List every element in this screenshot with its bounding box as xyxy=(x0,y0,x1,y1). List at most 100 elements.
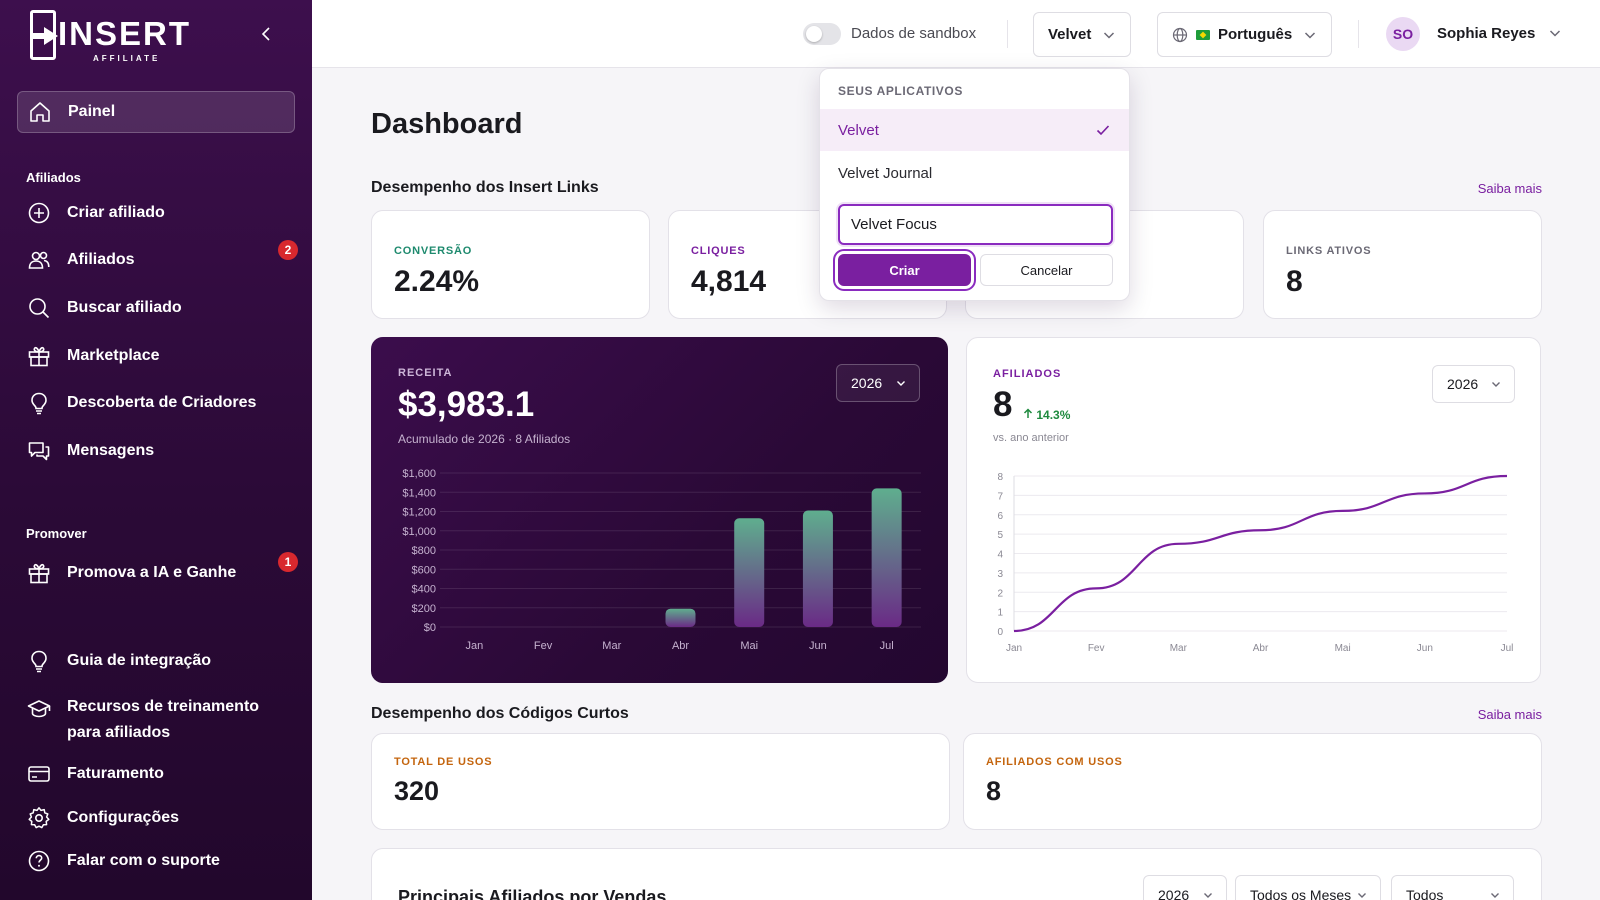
x-tick-label: Fev xyxy=(1088,643,1105,654)
saiba-mais-link[interactable]: Saiba mais xyxy=(1477,707,1542,722)
bar[interactable] xyxy=(802,510,833,627)
kpi-value: 4,814 xyxy=(691,265,767,298)
revenue-year-select[interactable]: 2026 xyxy=(836,364,920,402)
language-select[interactable]: Português xyxy=(1157,12,1332,57)
x-tick-label: Jan xyxy=(1006,643,1022,654)
kpi-card-afiliados-usos: AFILIADOS COM USOS 8 xyxy=(963,733,1542,830)
x-tick-label: Abr xyxy=(672,640,689,652)
toggle-knob xyxy=(806,26,822,42)
chevron-down-icon xyxy=(1358,893,1366,898)
year-value: 2026 xyxy=(851,375,883,391)
help-circle-icon xyxy=(28,850,50,872)
logo-sub: AFFILIATE xyxy=(93,54,161,63)
promover-badge: 1 xyxy=(278,552,298,572)
sidebar-item-label: Painel xyxy=(68,103,116,120)
dropdown-item-label: Velvet Journal xyxy=(838,164,933,182)
y-tick-label: 6 xyxy=(997,511,1003,522)
bar[interactable] xyxy=(871,488,902,627)
gift-icon xyxy=(28,563,50,584)
sidebar-item-buscar-afiliado[interactable]: Buscar afiliado xyxy=(17,287,295,329)
chevron-down-icon xyxy=(1204,893,1212,898)
kpi-card-links-ativos: LINKS ATIVOS 8 xyxy=(1263,210,1542,319)
sidebar-item-criar-afiliado[interactable]: Criar afiliado xyxy=(17,192,295,234)
sidebar-item-recursos-treinamento[interactable]: Recursos de treinamento para afiliados xyxy=(17,692,295,748)
codes-section-title: Desempenho dos Códigos Curtos xyxy=(371,705,629,722)
sidebar-item-label: Configurações xyxy=(67,809,180,826)
kpi-label: TOTAL DE USOS xyxy=(394,756,493,768)
top-affiliates-title: Principais Afiliados por Vendas xyxy=(398,887,667,900)
sidebar-item-label: Recursos de treinamento para afiliados xyxy=(67,698,260,741)
sidebar-item-promova-ia[interactable]: Promova a IA e Ganhe xyxy=(17,552,295,594)
insert-affiliate-logo[interactable]: INSERT AFFILIATE xyxy=(30,10,189,63)
sidebar-item-label: Afiliados xyxy=(67,251,135,268)
filter-month-select[interactable]: Todos os Meses xyxy=(1235,875,1381,900)
filter-all-select[interactable]: Todos xyxy=(1391,875,1514,900)
y-tick-label: 2 xyxy=(997,588,1003,599)
new-app-name-input[interactable] xyxy=(838,204,1113,245)
saiba-mais-link[interactable]: Saiba mais xyxy=(1477,181,1542,196)
bar[interactable] xyxy=(734,518,765,627)
chevron-down-icon[interactable] xyxy=(1548,26,1562,40)
sidebar-item-descoberta-de-criadores[interactable]: Descoberta de Criadores xyxy=(17,382,295,424)
sidebar-item-label: Criar afiliado xyxy=(67,204,165,221)
brazil-flag-icon xyxy=(1196,29,1210,40)
filter-value: Todos os Meses xyxy=(1250,887,1352,900)
y-tick-label: 7 xyxy=(997,491,1003,502)
top-header: Dados de sandbox Velvet Português SO Sop… xyxy=(312,0,1600,68)
sidebar-item-label: Falar com o suporte xyxy=(67,852,220,869)
chat-icon xyxy=(28,442,50,461)
x-tick-label: Abr xyxy=(1253,643,1269,654)
sidebar-item-guia-integracao[interactable]: Guia de integração xyxy=(17,640,295,682)
x-tick-label: Mai xyxy=(1335,643,1351,654)
user-name[interactable]: Sophia Reyes xyxy=(1437,25,1536,42)
app-select[interactable]: Velvet xyxy=(1033,12,1131,57)
sidebar-item-afiliados[interactable]: Afiliados xyxy=(17,239,295,281)
logo-arrow-icon xyxy=(30,27,58,45)
create-app-button[interactable]: Criar xyxy=(838,254,971,286)
affiliates-value: 8 xyxy=(993,385,1013,424)
header-divider xyxy=(1007,20,1008,48)
sidebar-item-configuracoes[interactable]: Configurações xyxy=(17,797,295,839)
kpi-label: CONVERSÃO xyxy=(394,245,473,257)
dropdown-item-velvet-journal[interactable]: Velvet Journal xyxy=(820,152,1129,194)
kpi-value: 8 xyxy=(986,776,1002,806)
chevron-down-icon xyxy=(1492,382,1500,387)
x-tick-label: Jul xyxy=(880,640,894,652)
x-tick-label: Jun xyxy=(1417,643,1433,654)
bar[interactable] xyxy=(665,608,696,627)
cancel-button[interactable]: Cancelar xyxy=(980,254,1113,286)
kpi-label: AFILIADOS COM USOS xyxy=(986,756,1123,768)
affiliates-label: AFILIADOS xyxy=(993,368,1062,380)
sidebar-item-painel[interactable]: Painel xyxy=(17,91,295,133)
y-tick-label: $1,400 xyxy=(402,487,436,499)
affiliates-line-chart: 0 1 2 3 4 5 6 7 8 Jan Fev Mar Abr Mai Jun Jul xyxy=(997,472,1514,654)
y-tick-label: 3 xyxy=(997,569,1003,580)
affiliates-sub: vs. ano anterior xyxy=(993,432,1069,444)
kpi-label: CLIQUES xyxy=(691,245,746,257)
section-title-promover: Promover xyxy=(26,526,87,541)
kpi-card-conversao: CONVERSÃO 2.24% xyxy=(371,210,650,319)
revenue-card: RECEITA $3,983.1 Acumulado de 2026 · 8 A… xyxy=(371,337,948,683)
kpi-value: 320 xyxy=(394,776,440,806)
lightbulb-icon xyxy=(31,650,47,673)
sandbox-toggle[interactable] xyxy=(803,23,841,45)
sandbox-label: Dados de sandbox xyxy=(851,25,977,42)
chevron-down-icon xyxy=(1103,31,1115,39)
collapse-sidebar-button[interactable] xyxy=(255,22,279,46)
affiliates-year-select[interactable]: 2026 xyxy=(1432,365,1515,403)
filter-value: Todos xyxy=(1406,887,1444,900)
y-tick-label: $200 xyxy=(412,603,436,615)
sidebar-item-label: Faturamento xyxy=(67,765,164,782)
logo-word: INSERT xyxy=(58,15,192,52)
sidebar-item-mensagens[interactable]: Mensagens xyxy=(17,430,295,472)
sidebar-item-marketplace[interactable]: Marketplace xyxy=(17,335,295,377)
x-tick-label: Jul xyxy=(1501,643,1514,654)
dropdown-item-velvet[interactable]: Velvet xyxy=(820,109,1129,151)
chevron-down-icon xyxy=(1491,893,1499,898)
sidebar-item-suporte[interactable]: Falar com o suporte xyxy=(17,840,295,882)
sidebar-item-label: Guia de integração xyxy=(67,652,212,669)
filter-year-select[interactable]: 2026 xyxy=(1143,875,1227,900)
chevron-down-icon xyxy=(1304,31,1316,39)
avatar[interactable]: SO xyxy=(1386,17,1420,51)
sidebar-item-faturamento[interactable]: Faturamento xyxy=(17,753,295,795)
